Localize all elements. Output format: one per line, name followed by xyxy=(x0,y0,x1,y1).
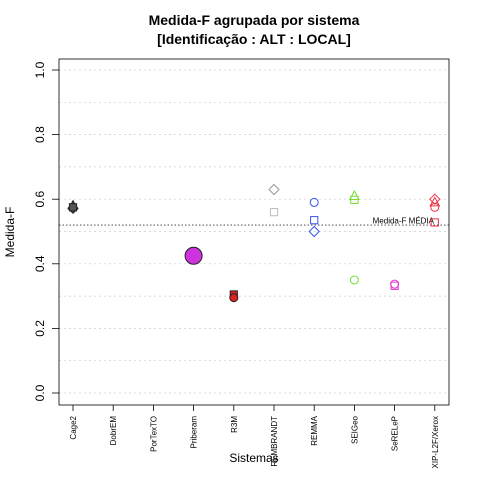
data-point-triangle xyxy=(429,196,441,207)
data-point-square xyxy=(350,195,359,204)
reference-line-group: Medida-F MÉDIA xyxy=(59,217,449,226)
data-points xyxy=(67,183,441,303)
x-tick-label: REMBRANDT xyxy=(270,416,279,467)
data-point-diamond xyxy=(308,225,320,238)
data-point-circle xyxy=(309,197,319,207)
x-tick-label: REMMA xyxy=(310,415,319,445)
y-tick-label: 0.4 xyxy=(33,255,47,272)
plot-frame xyxy=(58,58,450,406)
data-point-square xyxy=(430,218,439,227)
x-axis: Cage2 DobrEM PorTexTO Priberam R3M REMBRANDT R… xyxy=(69,405,440,468)
data-point-diamond xyxy=(268,183,280,196)
data-point-circle xyxy=(390,279,400,289)
x-tick-label: SeRELeP xyxy=(391,416,400,451)
data-point-square xyxy=(390,281,399,290)
data-point-square xyxy=(269,208,279,217)
data-point-circle xyxy=(430,202,440,212)
x-tick-label: DobrEM xyxy=(109,416,118,446)
x-tick-label: PorTexTO xyxy=(149,416,158,452)
x-tick-label: SEIGeo xyxy=(350,415,359,444)
reference-line-label: Medida-F MÉDIA xyxy=(373,217,435,226)
chart-title-line1: Medida-F agrupada por sistema xyxy=(149,12,360,28)
y-tick-label: 0.8 xyxy=(33,126,47,143)
x-tick-label: XIP-L2F/Xerox xyxy=(431,416,440,468)
data-point-diamond xyxy=(429,193,441,205)
x-tick-label: Cage2 xyxy=(69,415,78,439)
data-point-circle xyxy=(349,275,359,285)
y-tick-label: 0.2 xyxy=(33,320,47,337)
y-tick-label: 1.0 xyxy=(33,61,47,78)
y-tick-label: 0.6 xyxy=(33,191,47,208)
grid-lines xyxy=(59,69,449,394)
data-point-circle xyxy=(229,293,239,303)
x-tick-label: R3M xyxy=(230,416,239,433)
data-point-square xyxy=(310,216,319,225)
data-point-square xyxy=(68,203,78,212)
x-tick-label: Priberam xyxy=(190,416,199,449)
y-tick-label: 0.0 xyxy=(33,384,47,401)
y-axis-label: Medida-F xyxy=(3,207,17,258)
data-point-triangle xyxy=(348,189,360,200)
x-axis-label: Sistemas xyxy=(229,451,278,465)
y-axis: 0.0 0.2 0.4 0.6 0.8 1.0 xyxy=(33,61,59,401)
chart-title-line2: [Identificação : ALT : LOCAL] xyxy=(157,31,351,47)
data-point-circle-large xyxy=(184,246,203,265)
